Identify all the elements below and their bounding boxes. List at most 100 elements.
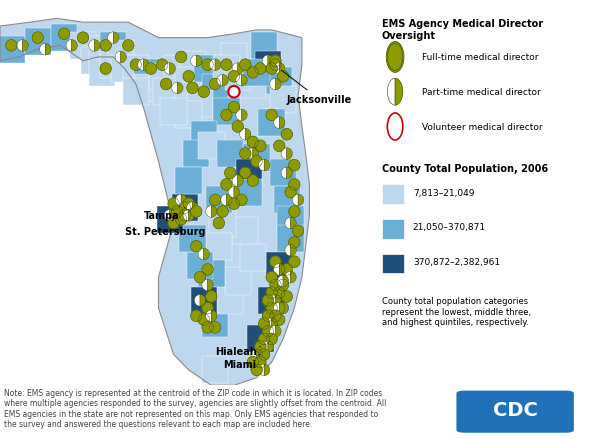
- Text: Jacksonville: Jacksonville: [282, 71, 352, 105]
- Circle shape: [123, 40, 134, 52]
- Wedge shape: [253, 148, 259, 160]
- Circle shape: [210, 194, 221, 206]
- Circle shape: [100, 64, 111, 75]
- Wedge shape: [287, 148, 292, 160]
- Bar: [187, 91, 213, 117]
- Circle shape: [217, 206, 228, 218]
- Bar: [217, 141, 243, 168]
- Wedge shape: [291, 218, 297, 230]
- Wedge shape: [241, 75, 247, 87]
- Circle shape: [255, 357, 266, 368]
- Wedge shape: [276, 295, 281, 307]
- Wedge shape: [279, 64, 285, 75]
- Bar: [25, 29, 51, 56]
- Circle shape: [274, 314, 285, 326]
- Circle shape: [255, 141, 266, 152]
- Text: Note: EMS agency is represented at the centroid of the ZIP code in which it is l: Note: EMS agency is represented at the c…: [4, 388, 387, 428]
- Bar: [179, 226, 205, 252]
- Wedge shape: [279, 264, 285, 276]
- Wedge shape: [287, 168, 292, 179]
- Circle shape: [172, 206, 183, 218]
- Circle shape: [247, 357, 259, 368]
- Wedge shape: [262, 341, 268, 353]
- Circle shape: [32, 33, 43, 44]
- Circle shape: [5, 40, 17, 52]
- Text: County Total Population, 2006: County Total Population, 2006: [382, 163, 548, 173]
- Bar: [153, 79, 179, 106]
- Wedge shape: [236, 110, 241, 121]
- Bar: [183, 141, 210, 168]
- Circle shape: [240, 148, 251, 160]
- Circle shape: [388, 44, 403, 71]
- Circle shape: [146, 64, 156, 75]
- Wedge shape: [205, 310, 211, 322]
- Wedge shape: [388, 79, 395, 106]
- Circle shape: [259, 349, 270, 360]
- Circle shape: [179, 202, 190, 214]
- Wedge shape: [285, 218, 291, 230]
- Wedge shape: [285, 272, 291, 283]
- Wedge shape: [232, 175, 238, 187]
- Wedge shape: [241, 110, 247, 121]
- Wedge shape: [259, 160, 264, 172]
- Wedge shape: [292, 194, 298, 206]
- Circle shape: [194, 272, 205, 283]
- Bar: [179, 52, 205, 79]
- Circle shape: [259, 318, 270, 329]
- Text: 7,813–21,049: 7,813–21,049: [413, 188, 474, 197]
- Bar: [232, 218, 259, 245]
- Bar: [251, 33, 277, 60]
- Circle shape: [281, 291, 292, 303]
- Circle shape: [262, 295, 274, 307]
- Circle shape: [228, 198, 240, 210]
- Bar: [221, 44, 247, 71]
- Wedge shape: [194, 295, 200, 307]
- Circle shape: [255, 341, 266, 353]
- Bar: [236, 179, 262, 206]
- Bar: [255, 52, 281, 79]
- Wedge shape: [274, 117, 279, 129]
- Wedge shape: [66, 40, 72, 52]
- Wedge shape: [264, 160, 270, 172]
- Circle shape: [205, 291, 217, 303]
- Wedge shape: [285, 245, 291, 256]
- Circle shape: [289, 179, 300, 191]
- Bar: [176, 168, 202, 194]
- Circle shape: [183, 71, 194, 83]
- Wedge shape: [236, 75, 241, 87]
- Bar: [164, 56, 190, 83]
- Bar: [161, 98, 187, 125]
- Wedge shape: [270, 295, 276, 307]
- Wedge shape: [238, 64, 243, 75]
- Circle shape: [168, 218, 179, 230]
- Wedge shape: [256, 349, 262, 360]
- Wedge shape: [176, 194, 181, 206]
- Wedge shape: [266, 318, 272, 329]
- Wedge shape: [272, 318, 277, 329]
- Bar: [89, 37, 115, 64]
- Wedge shape: [259, 364, 264, 376]
- Circle shape: [262, 326, 274, 337]
- Wedge shape: [270, 79, 276, 91]
- Wedge shape: [262, 56, 268, 67]
- Bar: [172, 194, 198, 222]
- Circle shape: [247, 175, 259, 187]
- Bar: [277, 206, 304, 233]
- Wedge shape: [298, 194, 304, 206]
- Circle shape: [270, 60, 281, 71]
- Bar: [225, 64, 251, 91]
- Circle shape: [202, 264, 213, 276]
- Circle shape: [202, 303, 213, 314]
- Circle shape: [232, 121, 243, 133]
- Bar: [266, 252, 292, 279]
- Bar: [236, 160, 262, 187]
- Wedge shape: [115, 52, 121, 64]
- Wedge shape: [281, 148, 287, 160]
- Wedge shape: [170, 210, 176, 222]
- Bar: [100, 33, 126, 60]
- Circle shape: [179, 210, 190, 222]
- Bar: [108, 40, 134, 67]
- Wedge shape: [291, 272, 297, 283]
- Circle shape: [221, 110, 232, 121]
- Bar: [176, 67, 202, 95]
